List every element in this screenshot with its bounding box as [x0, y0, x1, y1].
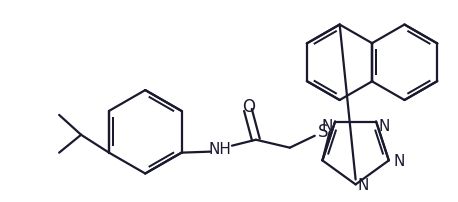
Text: NH: NH: [208, 142, 231, 157]
Text: S: S: [317, 123, 328, 141]
Text: N: N: [378, 119, 390, 134]
Text: N: N: [393, 154, 404, 169]
Text: O: O: [242, 98, 256, 116]
Text: N: N: [322, 119, 333, 134]
Text: N: N: [358, 178, 369, 193]
